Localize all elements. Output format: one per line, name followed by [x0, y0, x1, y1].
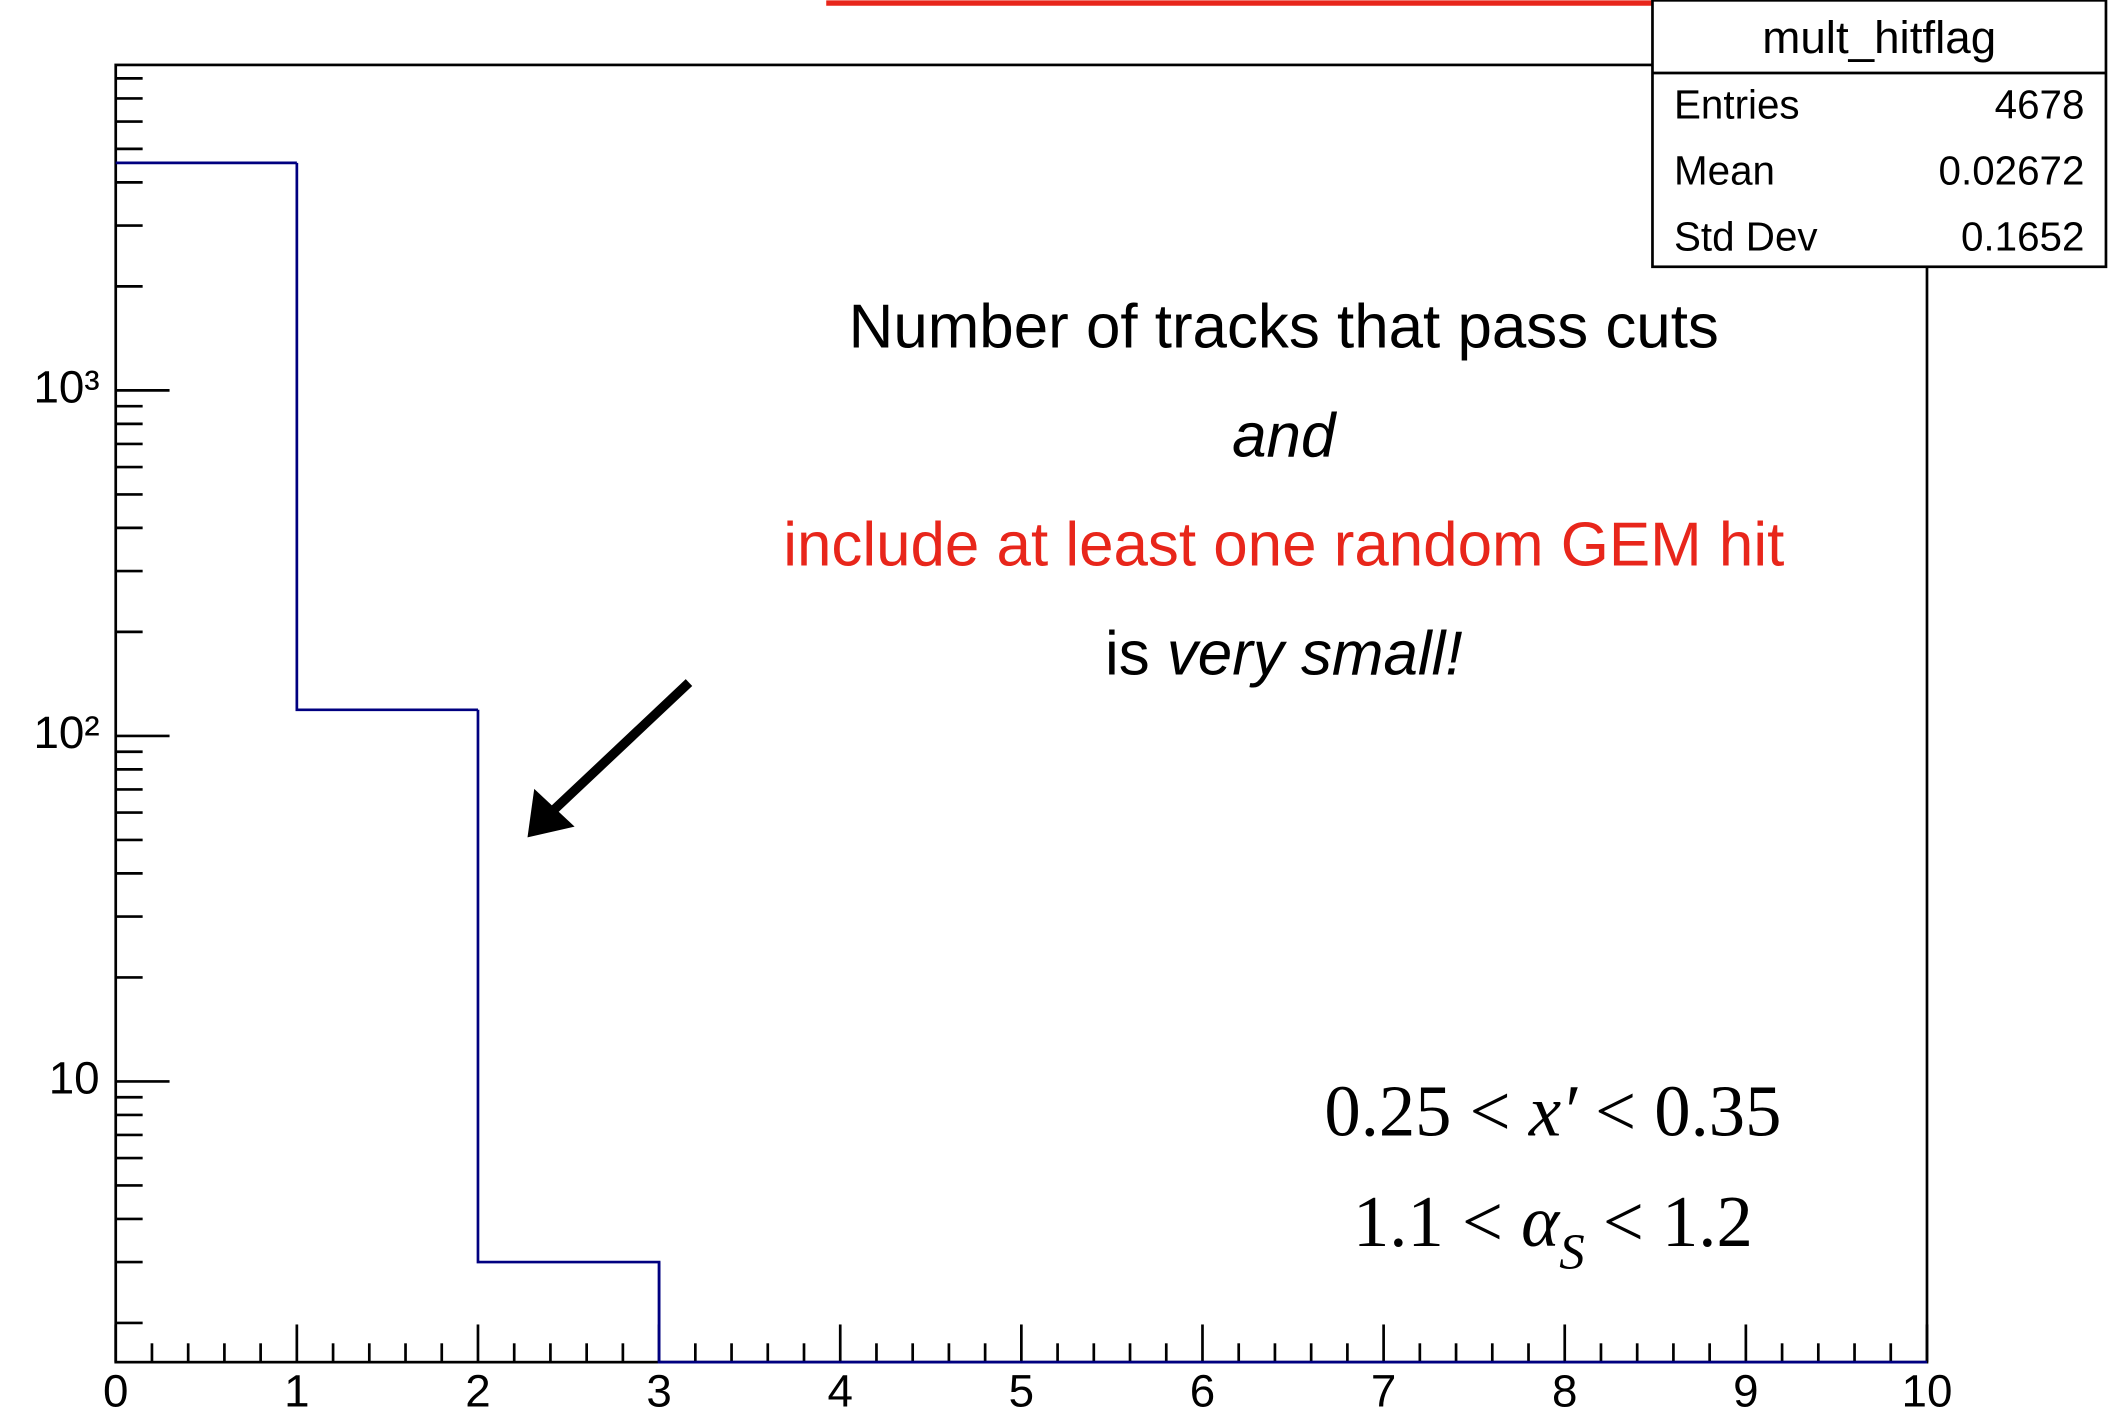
bar — [476, 709, 661, 1363]
annotation-part: < 0.35 — [1577, 1070, 1781, 1151]
annotation: 0.25 < x′ < 0.35 — [1324, 1070, 1781, 1151]
x-tick-label: 6 — [1190, 1366, 1215, 1417]
annotation: 1.1 < αS < 1.2 — [1353, 1181, 1753, 1281]
y-tick-label: 10³ — [33, 361, 99, 412]
annotation-part: α — [1521, 1181, 1561, 1262]
stats-label: Std Dev — [1674, 214, 1818, 260]
annotation: is very small! — [1105, 620, 1463, 689]
annotation-part: S — [1559, 1225, 1584, 1281]
annotation-part: include at least one random GEM hit — [783, 511, 1784, 580]
x-tick-label: 7 — [1371, 1366, 1396, 1417]
stats-label: Mean — [1674, 148, 1775, 194]
stats-value: 0.1652 — [1961, 214, 2084, 260]
bar — [657, 1262, 841, 1364]
y-tick-label: 10 — [49, 1053, 100, 1104]
annotation: include at least one random GEM hit — [783, 511, 1784, 580]
annotation-part: is — [1105, 620, 1167, 689]
annotation-part: 1.1 < — [1353, 1181, 1521, 1262]
x-tick-label: 4 — [828, 1366, 853, 1417]
annotation-part: and — [1232, 402, 1338, 471]
x-tick-label: 9 — [1733, 1366, 1758, 1417]
annotation: Number of tracks that pass cuts — [849, 293, 1719, 362]
bar — [295, 162, 478, 712]
annotation-part: < 1.2 — [1585, 1181, 1753, 1262]
y-tick-label: 10² — [33, 707, 99, 758]
x-tick-label: 5 — [1009, 1366, 1034, 1417]
annotation-part: very small! — [1167, 620, 1463, 689]
arrow-head — [527, 788, 575, 838]
stats-box — [1651, 0, 2108, 269]
x-tick-label: 10 — [1902, 1366, 1953, 1417]
x-tick-label: 3 — [646, 1366, 671, 1417]
stats-title: mult_hitflag — [1762, 12, 1996, 63]
stats-value: 0.02672 — [1939, 148, 2085, 194]
stats-label: Entries — [1674, 82, 1800, 128]
x-tick-label: 0 — [103, 1366, 128, 1417]
arrow — [545, 679, 693, 818]
annotation: and — [1232, 402, 1338, 471]
annotation-part: x′ — [1528, 1070, 1578, 1151]
x-tick-label: 8 — [1552, 1366, 1577, 1417]
annotation-part: Number of tracks that pass cuts — [849, 293, 1719, 362]
x-tick-label: 2 — [465, 1366, 490, 1417]
x-tick-label: 1 — [284, 1366, 309, 1417]
stats-value: 4678 — [1995, 82, 2085, 128]
annotation-part: 0.25 < — [1324, 1070, 1528, 1151]
